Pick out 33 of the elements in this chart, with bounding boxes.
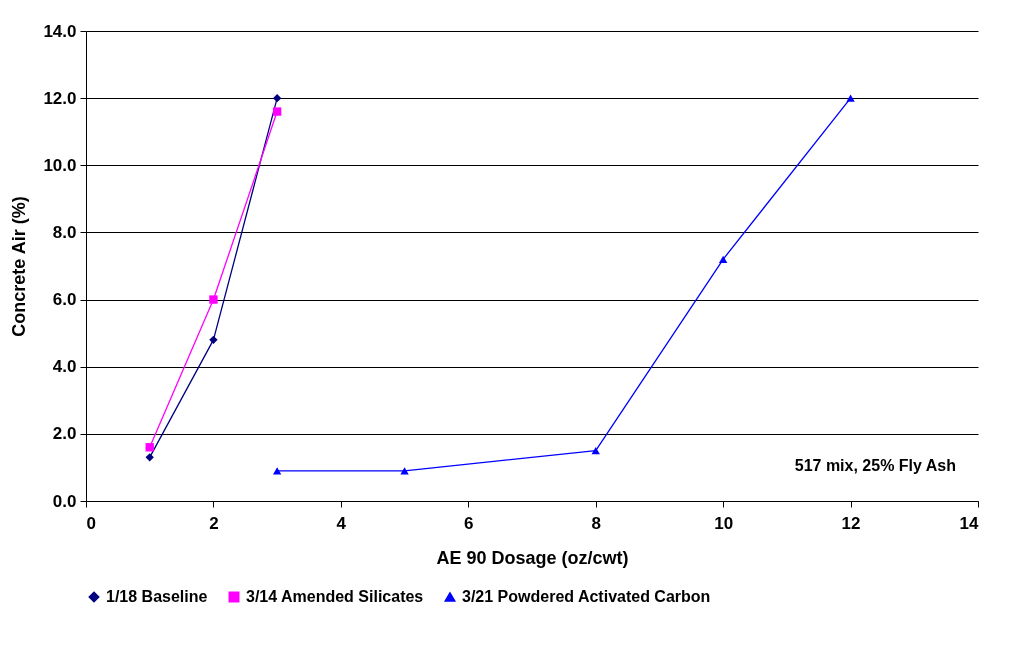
x-tick-label: 12 bbox=[841, 513, 861, 533]
y-tick-label: 2.0 bbox=[52, 424, 77, 444]
y-axis-title: Concrete Air (%) bbox=[9, 196, 30, 337]
legend-label: 3/14 Amended Silicates bbox=[246, 588, 424, 605]
point bbox=[718, 255, 728, 263]
point bbox=[272, 107, 282, 116]
x-axis-title: AE 90 Dosage (oz/cwt) bbox=[436, 547, 629, 568]
annotation: 517 mix, 25% Fly Ash bbox=[794, 457, 956, 474]
legend-label: 3/21 Powdered Activated Carbon bbox=[462, 588, 711, 605]
y-tick-label: 4.0 bbox=[52, 357, 77, 377]
x-tick-label: 2 bbox=[209, 513, 219, 533]
legend-label: 1/18 Baseline bbox=[106, 588, 208, 605]
y-tick-label: 6.0 bbox=[52, 290, 77, 310]
point bbox=[209, 335, 218, 345]
point bbox=[145, 443, 154, 452]
x-tick-label: 0 bbox=[86, 513, 96, 533]
x-tick-label: 10 bbox=[714, 513, 734, 533]
y-tick-label: 0.0 bbox=[52, 491, 77, 511]
y-tick-label: 8.0 bbox=[52, 222, 77, 242]
point bbox=[209, 295, 218, 304]
point bbox=[591, 447, 600, 455]
y-tick-label: 10.0 bbox=[43, 155, 77, 175]
y-tick-label: 12.0 bbox=[43, 88, 77, 108]
x-tick-label: 8 bbox=[591, 513, 601, 533]
point bbox=[272, 467, 282, 475]
x-tick-label: 6 bbox=[464, 513, 474, 533]
y-tick-label: 14.0 bbox=[43, 21, 77, 41]
x-tick-label: 4 bbox=[336, 513, 347, 533]
point bbox=[400, 467, 409, 475]
point bbox=[145, 453, 154, 462]
x-tick-label: 14 bbox=[959, 513, 980, 533]
point bbox=[846, 94, 855, 102]
point bbox=[272, 93, 282, 103]
